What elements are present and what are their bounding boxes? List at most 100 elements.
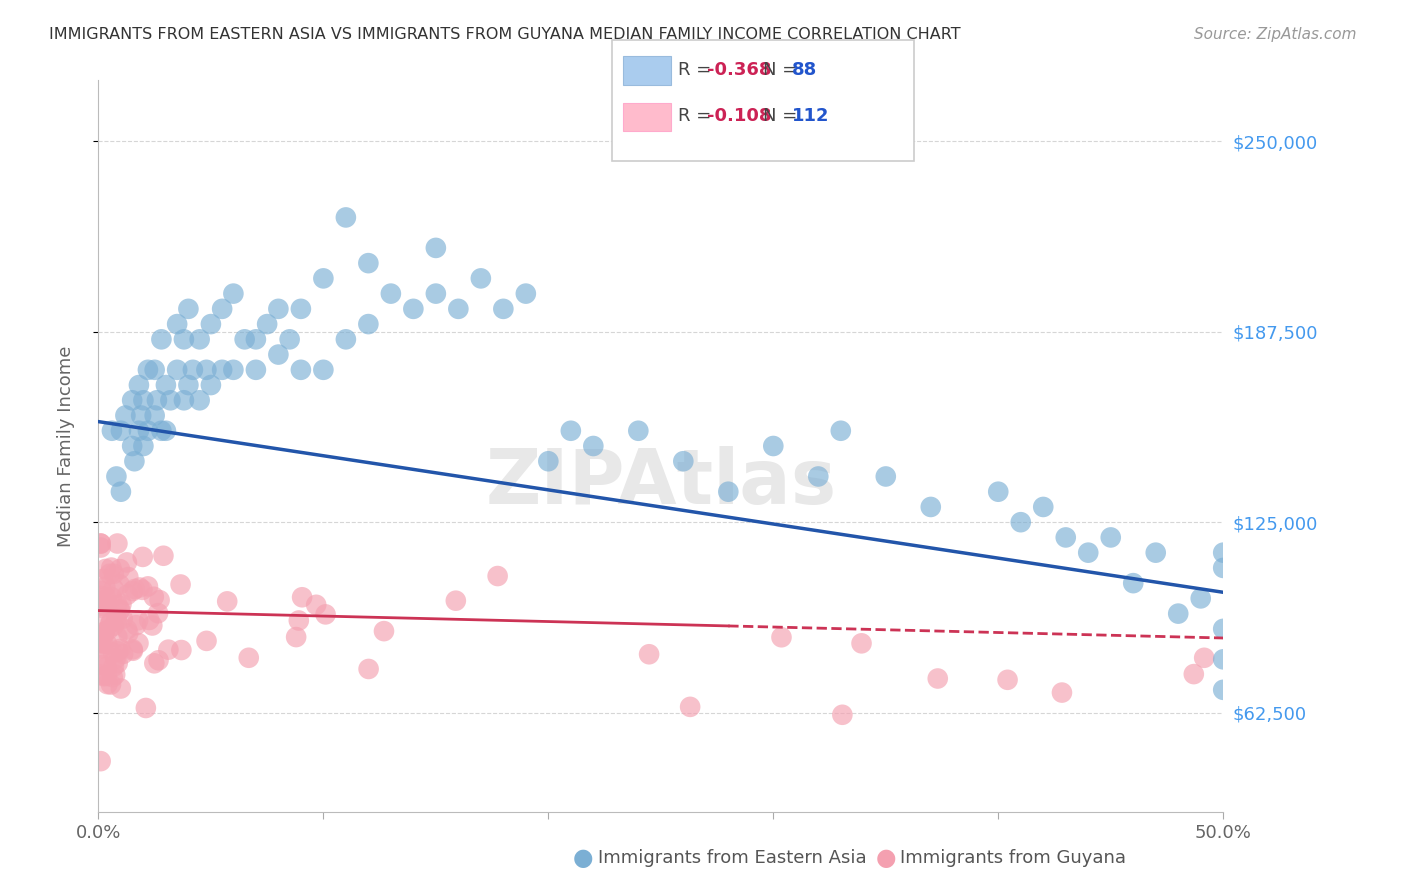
Point [90,589,112,603]
Point [627,424,650,438]
Point [672,454,695,468]
Text: ●: ● [574,847,593,870]
Point [150,424,173,438]
Point [278,332,301,346]
Point [128,378,150,392]
Text: -0.108: -0.108 [707,107,772,125]
Point [173,393,195,408]
Point [762,439,785,453]
Point [169,577,191,591]
Point [104,652,127,666]
Point [148,653,170,667]
Point [173,332,195,346]
Point [105,469,128,483]
Point [830,424,852,438]
Point [110,424,132,438]
Point [425,286,447,301]
Point [91,637,114,651]
Point [166,317,188,331]
Point [537,454,560,468]
Point [94,591,117,605]
Point [121,642,143,657]
Point [927,672,949,686]
Point [96,660,118,674]
Point [200,317,222,331]
Point [136,579,159,593]
Point [188,393,211,408]
Point [90,641,112,656]
Point [121,439,143,453]
Point [141,618,163,632]
Point [290,363,312,377]
Point [1182,667,1205,681]
Point [103,582,125,596]
Point [217,594,239,608]
Point [105,614,128,628]
Point [831,707,853,722]
Text: N =: N = [763,107,803,125]
Point [305,598,328,612]
Point [770,630,793,644]
Point [582,439,605,453]
Point [312,271,335,285]
Point [98,566,121,581]
Point [177,301,200,316]
Point [91,572,114,586]
Point [90,599,112,613]
Point [157,642,180,657]
Point [285,630,308,644]
Point [90,754,112,768]
Point [115,623,138,637]
Point [107,656,129,670]
Point [105,598,128,612]
Point [93,624,115,639]
Point [101,646,124,660]
Point [357,256,380,270]
Point [108,603,131,617]
Point [291,591,314,605]
Point [103,659,125,673]
Text: 112: 112 [792,107,830,125]
Point [136,424,159,438]
Point [1212,561,1234,575]
Point [245,332,267,346]
Point [122,644,145,658]
Text: IMMIGRANTS FROM EASTERN ASIA VS IMMIGRANTS FROM GUYANA MEDIAN FAMILY INCOME CORR: IMMIGRANTS FROM EASTERN ASIA VS IMMIGRAN… [49,27,960,42]
Point [96,651,118,665]
Point [90,536,112,550]
Point [103,619,125,633]
Point [245,363,267,377]
Point [159,393,181,408]
Point [222,363,245,377]
Point [90,636,112,650]
Point [267,347,290,362]
Point [373,624,395,639]
Text: N =: N = [763,61,803,78]
Point [211,363,233,377]
Point [288,614,311,628]
Point [233,332,256,346]
Point [114,409,136,423]
Point [93,624,115,639]
Point [91,657,114,672]
Point [90,594,112,608]
Point [127,613,149,627]
Point [638,647,661,661]
Point [90,541,112,555]
Point [447,301,470,316]
Point [1050,685,1073,699]
Point [108,577,131,591]
Point [1144,546,1167,560]
Point [1212,622,1234,636]
Point [807,469,830,483]
Point [1122,576,1144,591]
Point [312,363,335,377]
Point [143,409,166,423]
Point [181,363,204,377]
Point [515,286,537,301]
Point [96,669,118,683]
Point [920,500,942,514]
Text: 88: 88 [792,61,817,78]
Point [115,556,138,570]
Point [143,363,166,377]
